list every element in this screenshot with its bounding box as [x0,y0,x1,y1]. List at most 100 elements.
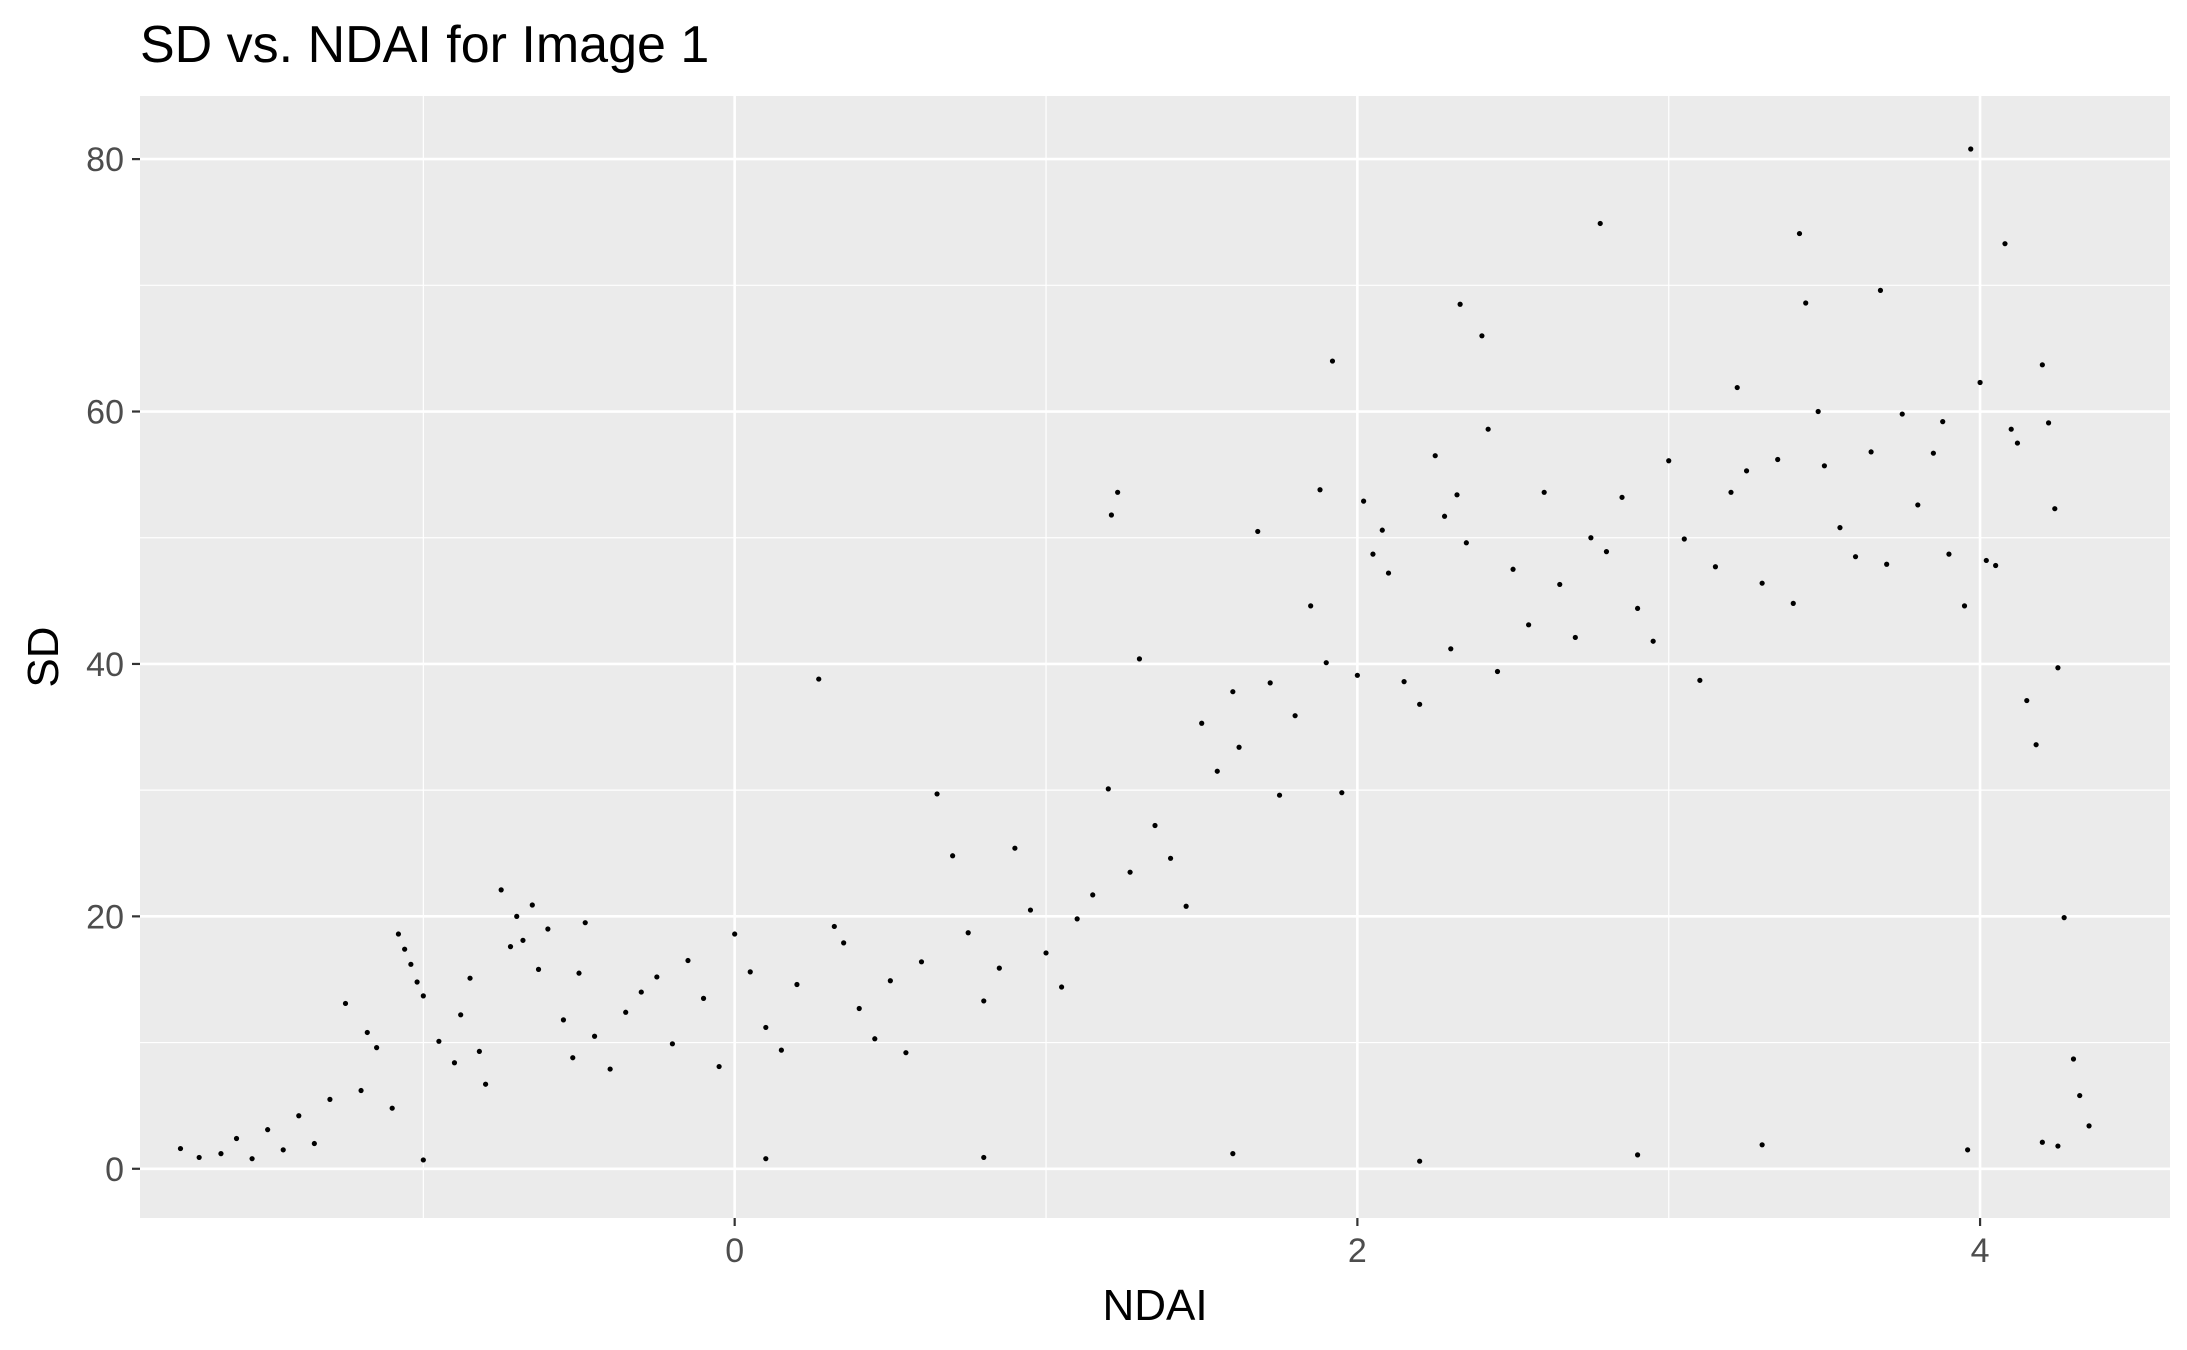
data-point [794,981,800,988]
data-point [1634,605,1641,612]
x-tick-label: 2 [1348,1232,1367,1270]
data-point [467,975,473,981]
data-point [1940,419,1946,425]
data-point [1361,498,1367,504]
data-point [535,966,542,972]
chart-title: SD vs. NDAI for Image 1 [140,16,709,74]
data-point [1255,528,1261,535]
data-point [1837,525,1843,531]
y-tick-label: 0 [105,1151,124,1189]
data-point [934,791,940,797]
data-point [1650,638,1656,644]
data-point [560,1017,567,1023]
data-point [1619,494,1625,500]
data-point [1510,566,1516,572]
data-point [1790,600,1796,606]
data-point [1803,300,1809,306]
data-point [1968,146,1974,152]
data-point [1485,426,1491,432]
data-point [520,937,526,943]
data-point [1993,562,1999,569]
data-point [732,931,738,937]
data-point [1230,1151,1236,1157]
data-point [1463,540,1469,546]
data-point [2002,241,2008,247]
data-point [747,969,753,975]
y-tick-label: 40 [86,646,124,684]
data-point [1796,230,1803,237]
data-point [1058,984,1065,990]
data-point [1432,453,1438,459]
data-point [591,1033,598,1039]
data-point [1899,411,1905,417]
data-point [1385,570,1392,576]
data-point [778,1047,784,1053]
data-point [1775,456,1781,463]
data-point [1214,768,1220,774]
data-point [1199,720,1205,726]
data-point [233,1135,240,1142]
data-point [582,920,588,926]
data-point [1977,379,1983,386]
data-point [1136,656,1143,662]
data-point [1127,869,1133,875]
data-point [358,1087,364,1094]
data-point [545,926,551,932]
data-point [514,913,520,919]
data-point [1734,384,1740,391]
y-axis-title: SD [19,626,68,687]
data-point [1681,536,1687,542]
data-point [2061,915,2067,921]
data-point [1479,333,1485,339]
data-point [856,1005,862,1012]
data-point [1379,527,1385,533]
data-point [685,957,691,964]
data-point [623,1009,629,1015]
data-point [950,853,956,859]
data-point [1090,892,1096,898]
data-point [1108,512,1115,518]
data-point [1634,1152,1641,1158]
data-point [2052,506,2058,512]
data-point [716,1063,722,1070]
data-point [763,1156,769,1162]
data-point [2055,1143,2061,1149]
data-point [1417,701,1423,707]
data-point [507,944,514,950]
data-point [2086,1123,2092,1129]
data-point [296,1113,302,1119]
data-point [638,989,644,995]
data-point [1012,845,1018,851]
y-tick-label: 20 [86,898,124,936]
data-point [1946,551,1952,557]
data-point [1743,468,1750,474]
data-point [2014,440,2021,446]
data-point [1441,513,1448,519]
data-point [700,995,707,1001]
data-point [458,1012,464,1018]
data-point [1105,786,1111,792]
data-point [887,978,893,984]
data-point [903,1050,909,1056]
data-point [831,923,837,930]
data-point [1821,463,1828,469]
data-point [420,993,426,999]
data-point [1230,689,1236,695]
data-point [402,946,408,952]
data-point [1354,672,1360,678]
data-point [265,1127,271,1133]
data-point [342,1000,349,1007]
data-point [2039,1139,2045,1145]
data-point [576,970,582,976]
data-point [981,1154,987,1161]
data-point [669,1041,676,1047]
data-point [2070,1056,2077,1062]
data-point [529,902,535,908]
data-point [177,1145,184,1152]
data-point [1759,1142,1765,1148]
data-point [408,961,414,967]
x-tick-label: 0 [725,1232,744,1270]
data-point [1868,449,1874,455]
